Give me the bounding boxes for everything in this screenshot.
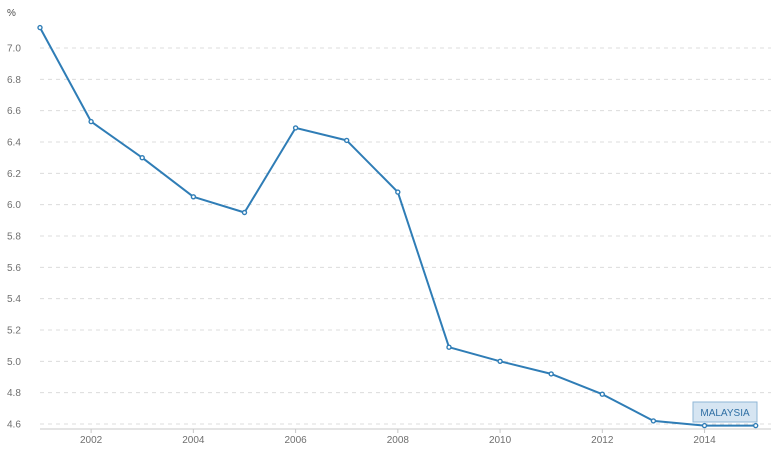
data-point[interactable]	[88, 118, 94, 125]
y-tick-label: 6.6	[7, 106, 21, 117]
series-line	[39, 26, 757, 427]
series-layer	[37, 24, 759, 429]
series-tag-box[interactable]	[692, 401, 758, 423]
y-tick-label: 6.0	[7, 200, 21, 211]
x-tick-label: 2008	[387, 435, 410, 446]
data-point[interactable]	[190, 194, 197, 200]
data-point[interactable]	[446, 344, 452, 350]
x-tick-label: 2006	[284, 435, 307, 446]
data-point[interactable]	[241, 209, 248, 216]
y-tick-label: 5.4	[7, 294, 21, 305]
data-point[interactable]	[292, 125, 299, 131]
y-tick-label: 5.0	[7, 357, 21, 368]
data-point[interactable]	[548, 371, 554, 377]
x-tick-label: 2010	[489, 435, 512, 446]
x-tick-label: 2002	[80, 435, 103, 446]
y-tick-label: 4.8	[7, 388, 21, 399]
labels: 4.6 4.8 5.0 5.2 5.4 5.6 5.8 6.0 6.2 6.4 6.6 6.8 7.0 2…	[7, 8, 758, 446]
axes	[40, 428, 771, 433]
x-tick-label: 2014	[693, 435, 716, 446]
y-tick-label: 5.2	[7, 326, 21, 337]
data-point[interactable]	[139, 154, 145, 161]
x-tick-label: 2012	[591, 435, 614, 446]
y-tick-label: 7.0	[7, 44, 21, 55]
data-point[interactable]	[395, 189, 401, 195]
y-tick-label: 5.8	[7, 232, 21, 243]
data-point[interactable]	[650, 418, 657, 424]
y-tick-label: 6.4	[7, 138, 21, 149]
x-tick-label: 2004	[182, 435, 205, 446]
data-point[interactable]	[37, 24, 43, 31]
data-point[interactable]	[753, 422, 759, 429]
y-tick-label: 5.6	[7, 263, 21, 274]
data-point[interactable]	[497, 358, 503, 364]
grid-lines	[40, 47, 771, 425]
data-point[interactable]	[344, 137, 350, 144]
y-unit-label: %	[7, 8, 16, 19]
y-tick-label: 4.6	[7, 420, 21, 431]
y-tick-label: 6.2	[7, 169, 21, 180]
y-tick-label: 6.8	[7, 75, 21, 86]
data-point[interactable]	[599, 391, 605, 397]
series-tag-label: MALAYSIA	[700, 408, 750, 419]
data-point[interactable]	[701, 422, 708, 429]
